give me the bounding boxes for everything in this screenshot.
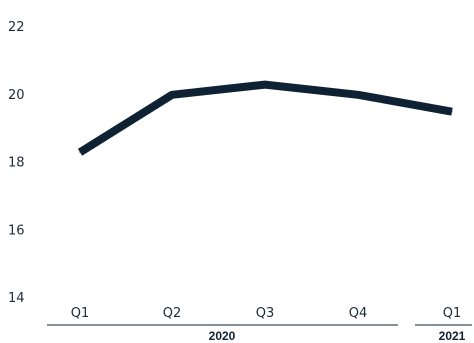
y-axis-ticks: 14 16 18 20 22 bbox=[8, 20, 25, 306]
series-layer bbox=[77, 80, 453, 156]
x-axis-groups: 2020 2021 bbox=[47, 324, 472, 343]
y-tick-label: 14 bbox=[8, 291, 25, 306]
x-tick-label: Q2 bbox=[163, 306, 182, 321]
y-tick-label: 16 bbox=[8, 223, 25, 238]
x-axis-ticks: Q1 Q2 Q3 Q4 Q1 bbox=[71, 306, 462, 321]
group-label: 2021 bbox=[439, 329, 466, 343]
x-tick-label: Q1 bbox=[71, 306, 90, 321]
x-tick-label: Q1 bbox=[443, 306, 462, 321]
data-point bbox=[79, 151, 81, 153]
x-tick-label: Q4 bbox=[349, 306, 368, 321]
y-tick-label: 18 bbox=[8, 156, 25, 171]
y-tick-label: 20 bbox=[8, 88, 25, 103]
x-tick-label: Q3 bbox=[256, 306, 275, 321]
group-label: 2020 bbox=[209, 329, 236, 343]
data-point bbox=[264, 84, 266, 86]
data-point bbox=[357, 94, 359, 96]
y-tick-label: 22 bbox=[8, 20, 25, 35]
series-line bbox=[77, 80, 453, 156]
data-point bbox=[451, 111, 453, 113]
data-point bbox=[171, 94, 173, 96]
